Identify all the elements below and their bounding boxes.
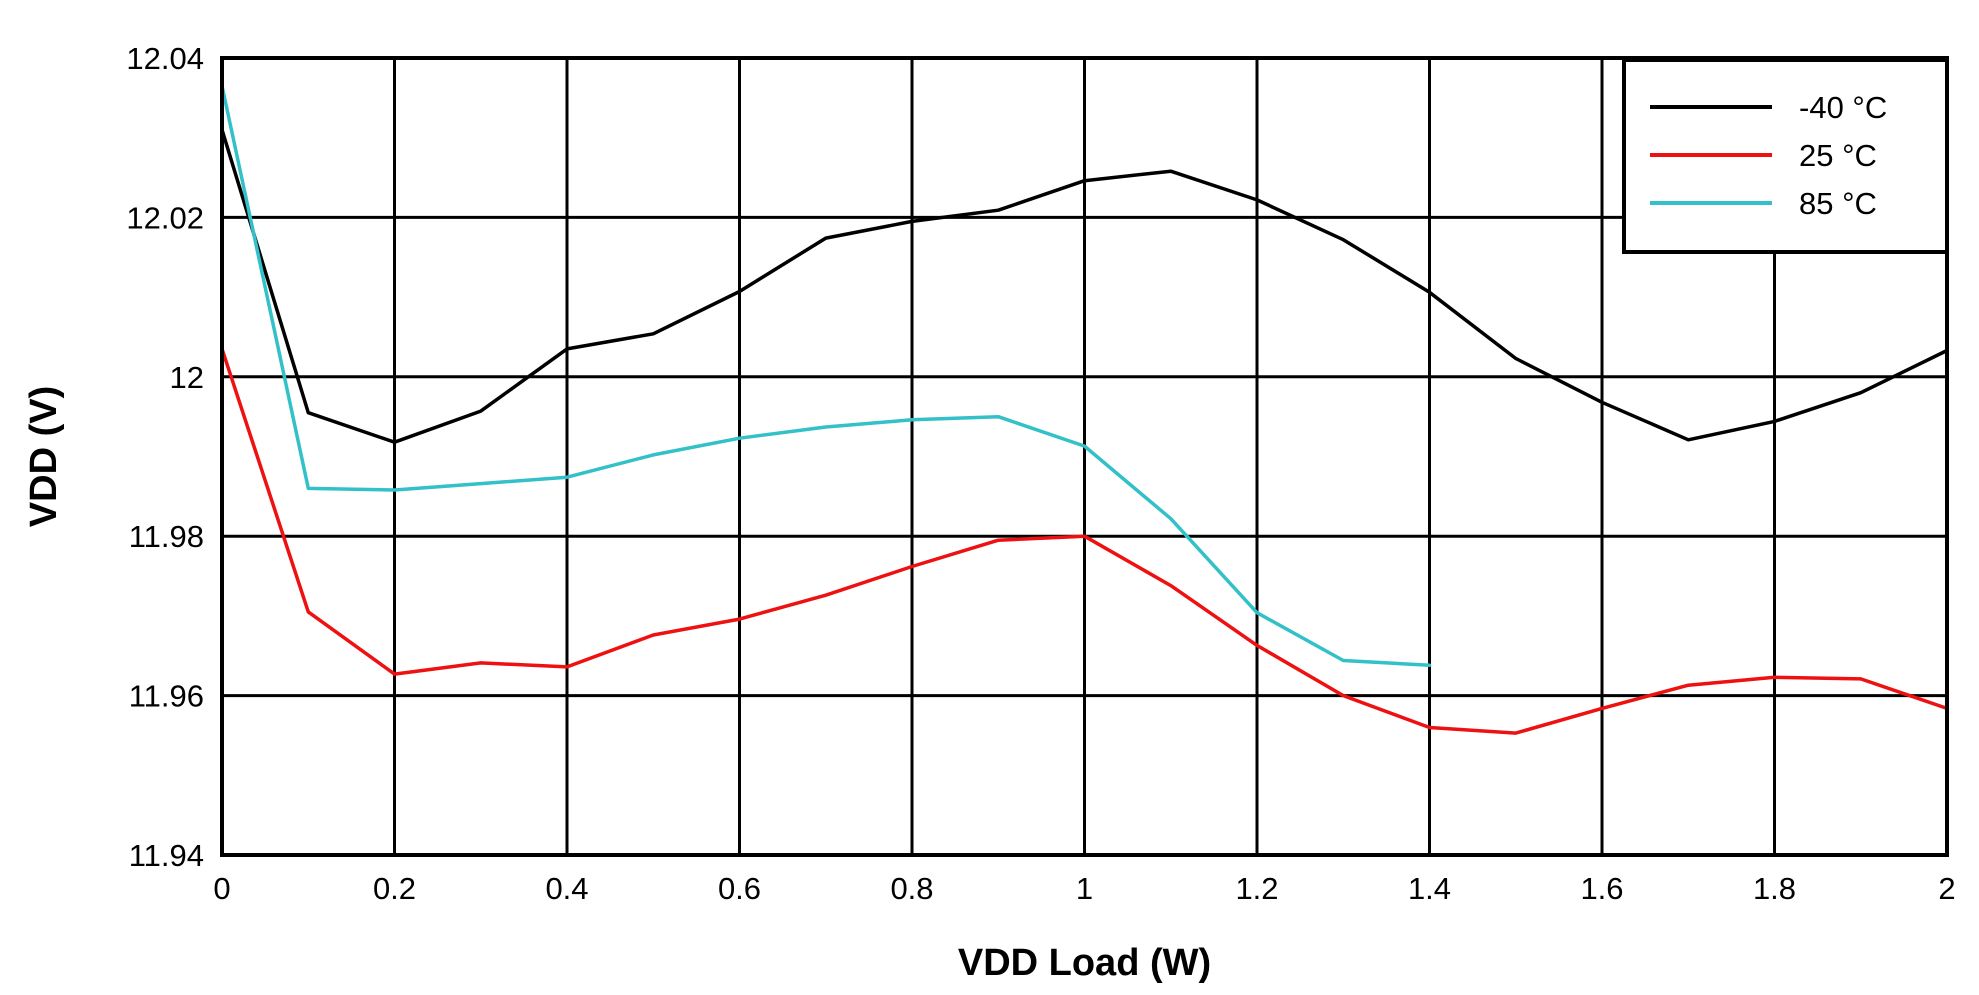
y-tick-label: 11.96	[129, 679, 204, 714]
x-tick-label: 0.6	[718, 871, 761, 906]
y-tick-label: 12	[170, 360, 204, 395]
y-tick-label: 12.02	[126, 200, 204, 235]
y-tick-label: 11.98	[129, 519, 204, 554]
x-tick-label: 0.4	[545, 871, 588, 906]
series-line-0	[220, 127, 1949, 444]
x-axis-ticks: 0 0.2 0.4 0.6 0.8 1 1.2 1.4 1.6 1.8 2	[213, 871, 1955, 906]
plot-frame	[220, 56, 1949, 857]
x-tick-label: 1.6	[1580, 871, 1623, 906]
x-tick-label: 1.4	[1408, 871, 1451, 906]
x-tick-label: 0.2	[373, 871, 416, 906]
x-tick-label: 0	[213, 871, 230, 906]
x-tick-label: 1.8	[1753, 871, 1796, 906]
legend-label-2: 85 °C	[1799, 186, 1877, 221]
x-axis-title: VDD Load (W)	[958, 942, 1211, 984]
x-tick-label: 1.2	[1235, 871, 1278, 906]
series-line-1	[220, 347, 1949, 735]
legend-label-1: 25 °C	[1799, 138, 1877, 173]
y-axis-ticks: 11.94 11.96 11.98 12 12.02 12.04	[126, 41, 204, 873]
legend: -40 °C 25 °C 85 °C	[1622, 58, 1949, 254]
y-axis-title: VDD (V)	[23, 386, 65, 527]
legend-label-0: -40 °C	[1799, 90, 1887, 125]
series-line-2	[220, 84, 1432, 668]
series-layer	[220, 84, 1949, 735]
x-tick-label: 2	[1938, 871, 1955, 906]
x-tick-label: 1	[1076, 871, 1093, 906]
y-tick-label: 12.04	[126, 41, 204, 76]
y-tick-label: 11.94	[129, 838, 204, 873]
x-tick-label: 0.8	[890, 871, 933, 906]
